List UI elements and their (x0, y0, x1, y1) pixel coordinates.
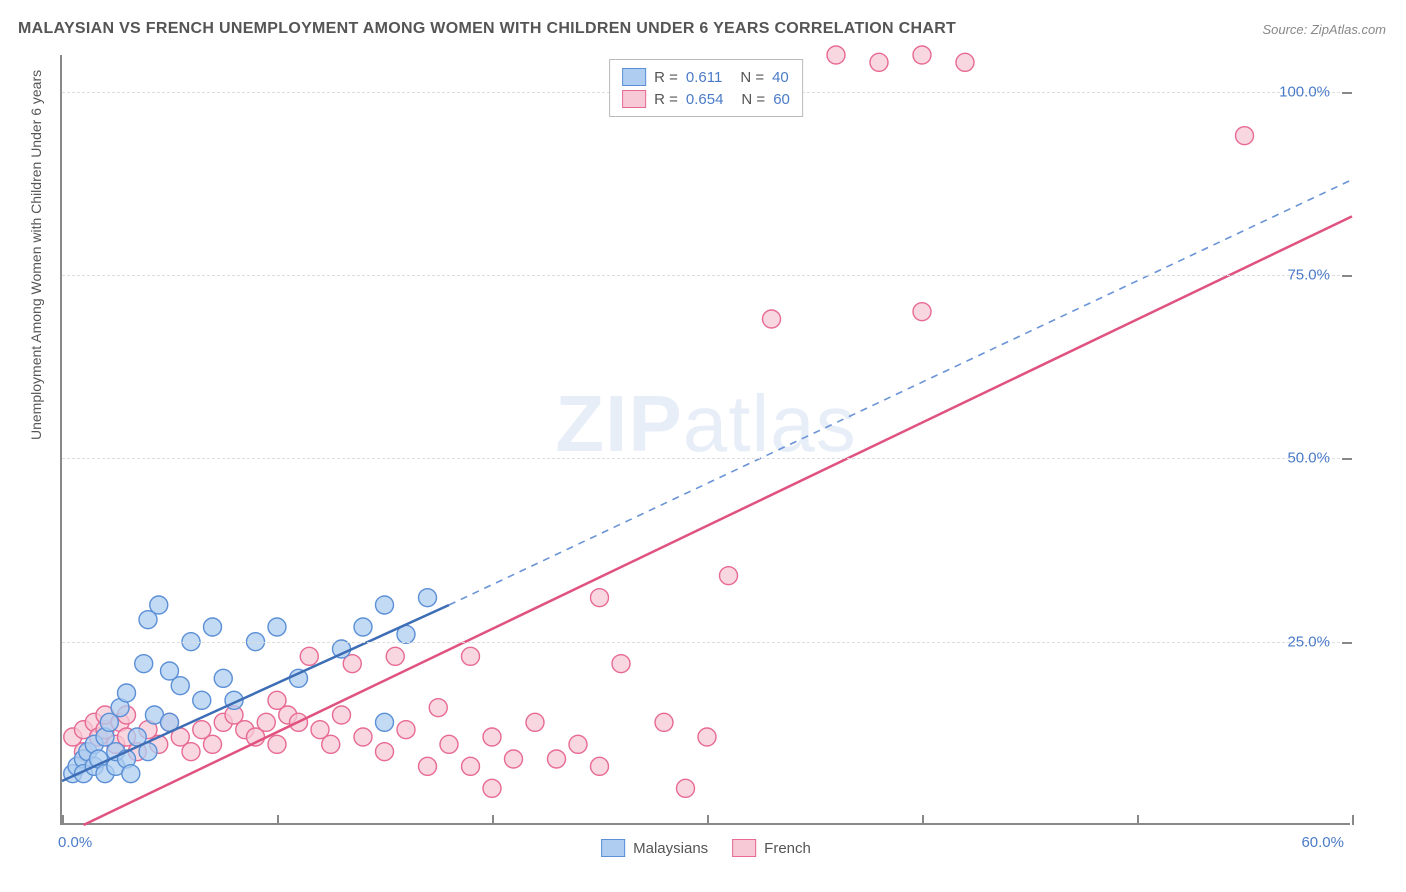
legend-swatch-icon (601, 839, 625, 857)
scatter-point (591, 757, 609, 775)
legend-n-value-french: 60 (773, 91, 790, 108)
scatter-point (440, 735, 458, 753)
source-attribution: Source: ZipAtlas.com (1262, 22, 1386, 37)
y-axis-title: Unemployment Among Women with Children U… (28, 70, 44, 440)
correlation-legend: R = 0.611 N = 40 R = 0.654 N = 60 (609, 59, 803, 117)
scatter-point (655, 713, 673, 731)
scatter-point (913, 303, 931, 321)
scatter-point (268, 618, 286, 636)
scatter-point (354, 728, 372, 746)
x-axis-max-label: 60.0% (1301, 834, 1344, 851)
scatter-point (483, 728, 501, 746)
y-tick-label: 50.0% (1287, 450, 1330, 467)
x-tick (707, 815, 709, 825)
gridline (62, 642, 1350, 643)
scatter-point (150, 596, 168, 614)
x-axis-min-label: 0.0% (58, 834, 92, 851)
y-tick-label: 100.0% (1279, 83, 1330, 100)
scatter-point (386, 647, 404, 665)
scatter-point (182, 743, 200, 761)
scatter-point (333, 640, 351, 658)
scatter-point (526, 713, 544, 731)
scatter-point (214, 669, 232, 687)
gridline (62, 458, 1350, 459)
scatter-point (135, 655, 153, 673)
legend-item-french: French (732, 839, 811, 857)
scatter-point (419, 757, 437, 775)
scatter-point (376, 743, 394, 761)
scatter-point (827, 46, 845, 64)
scatter-point (548, 750, 566, 768)
legend-n-label: N = (741, 91, 765, 108)
legend-r-label: R = (654, 91, 678, 108)
legend-swatch-icon (732, 839, 756, 857)
scatter-point (612, 655, 630, 673)
y-tick-label: 75.0% (1287, 267, 1330, 284)
scatter-point (763, 310, 781, 328)
scatter-point (870, 53, 888, 71)
x-tick (922, 815, 924, 825)
scatter-point (591, 589, 609, 607)
y-tick-label: 25.0% (1287, 633, 1330, 650)
scatter-point (268, 735, 286, 753)
scatter-point (354, 618, 372, 636)
legend-n-value-malaysians: 40 (772, 69, 789, 86)
x-tick (1137, 815, 1139, 825)
scatter-point (505, 750, 523, 768)
legend-r-value-malaysians: 0.611 (686, 69, 722, 86)
scatter-point (122, 765, 140, 783)
chart-svg (62, 55, 1350, 823)
scatter-point (193, 691, 211, 709)
legend-item-malaysians: Malaysians (601, 839, 708, 857)
trend-line (84, 216, 1353, 825)
scatter-point (257, 713, 275, 731)
scatter-point (569, 735, 587, 753)
scatter-point (204, 735, 222, 753)
scatter-point (429, 699, 447, 717)
scatter-point (698, 728, 716, 746)
plot-area: ZIPatlas R = 0.611 N = 40 R = 0.654 N = … (60, 55, 1350, 825)
x-tick (1352, 815, 1354, 825)
scatter-point (483, 779, 501, 797)
scatter-point (290, 669, 308, 687)
scatter-point (397, 721, 415, 739)
series-legend: Malaysians French (601, 839, 811, 857)
scatter-point (376, 596, 394, 614)
y-tick (1342, 92, 1352, 94)
y-tick (1342, 642, 1352, 644)
scatter-point (118, 684, 136, 702)
legend-label-french: French (764, 840, 811, 857)
legend-swatch-malaysians (622, 68, 646, 86)
x-tick (492, 815, 494, 825)
legend-label-malaysians: Malaysians (633, 840, 708, 857)
scatter-point (462, 647, 480, 665)
legend-row-french: R = 0.654 N = 60 (622, 88, 790, 110)
scatter-point (419, 589, 437, 607)
scatter-point (677, 779, 695, 797)
trend-line-extrapolated (449, 180, 1352, 605)
legend-r-label: R = (654, 69, 678, 86)
scatter-point (171, 677, 189, 695)
legend-row-malaysians: R = 0.611 N = 40 (622, 66, 790, 88)
legend-swatch-french (622, 90, 646, 108)
x-tick (277, 815, 279, 825)
chart-title: MALAYSIAN VS FRENCH UNEMPLOYMENT AMONG W… (18, 20, 956, 38)
legend-n-label: N = (740, 69, 764, 86)
scatter-point (204, 618, 222, 636)
scatter-point (1236, 127, 1254, 145)
scatter-point (956, 53, 974, 71)
gridline (62, 275, 1350, 276)
scatter-point (913, 46, 931, 64)
legend-r-value-french: 0.654 (686, 91, 724, 108)
y-tick (1342, 275, 1352, 277)
x-tick (62, 815, 64, 825)
scatter-point (720, 567, 738, 585)
y-tick (1342, 458, 1352, 460)
scatter-point (300, 647, 318, 665)
scatter-point (376, 713, 394, 731)
scatter-point (322, 735, 340, 753)
scatter-point (333, 706, 351, 724)
scatter-point (462, 757, 480, 775)
